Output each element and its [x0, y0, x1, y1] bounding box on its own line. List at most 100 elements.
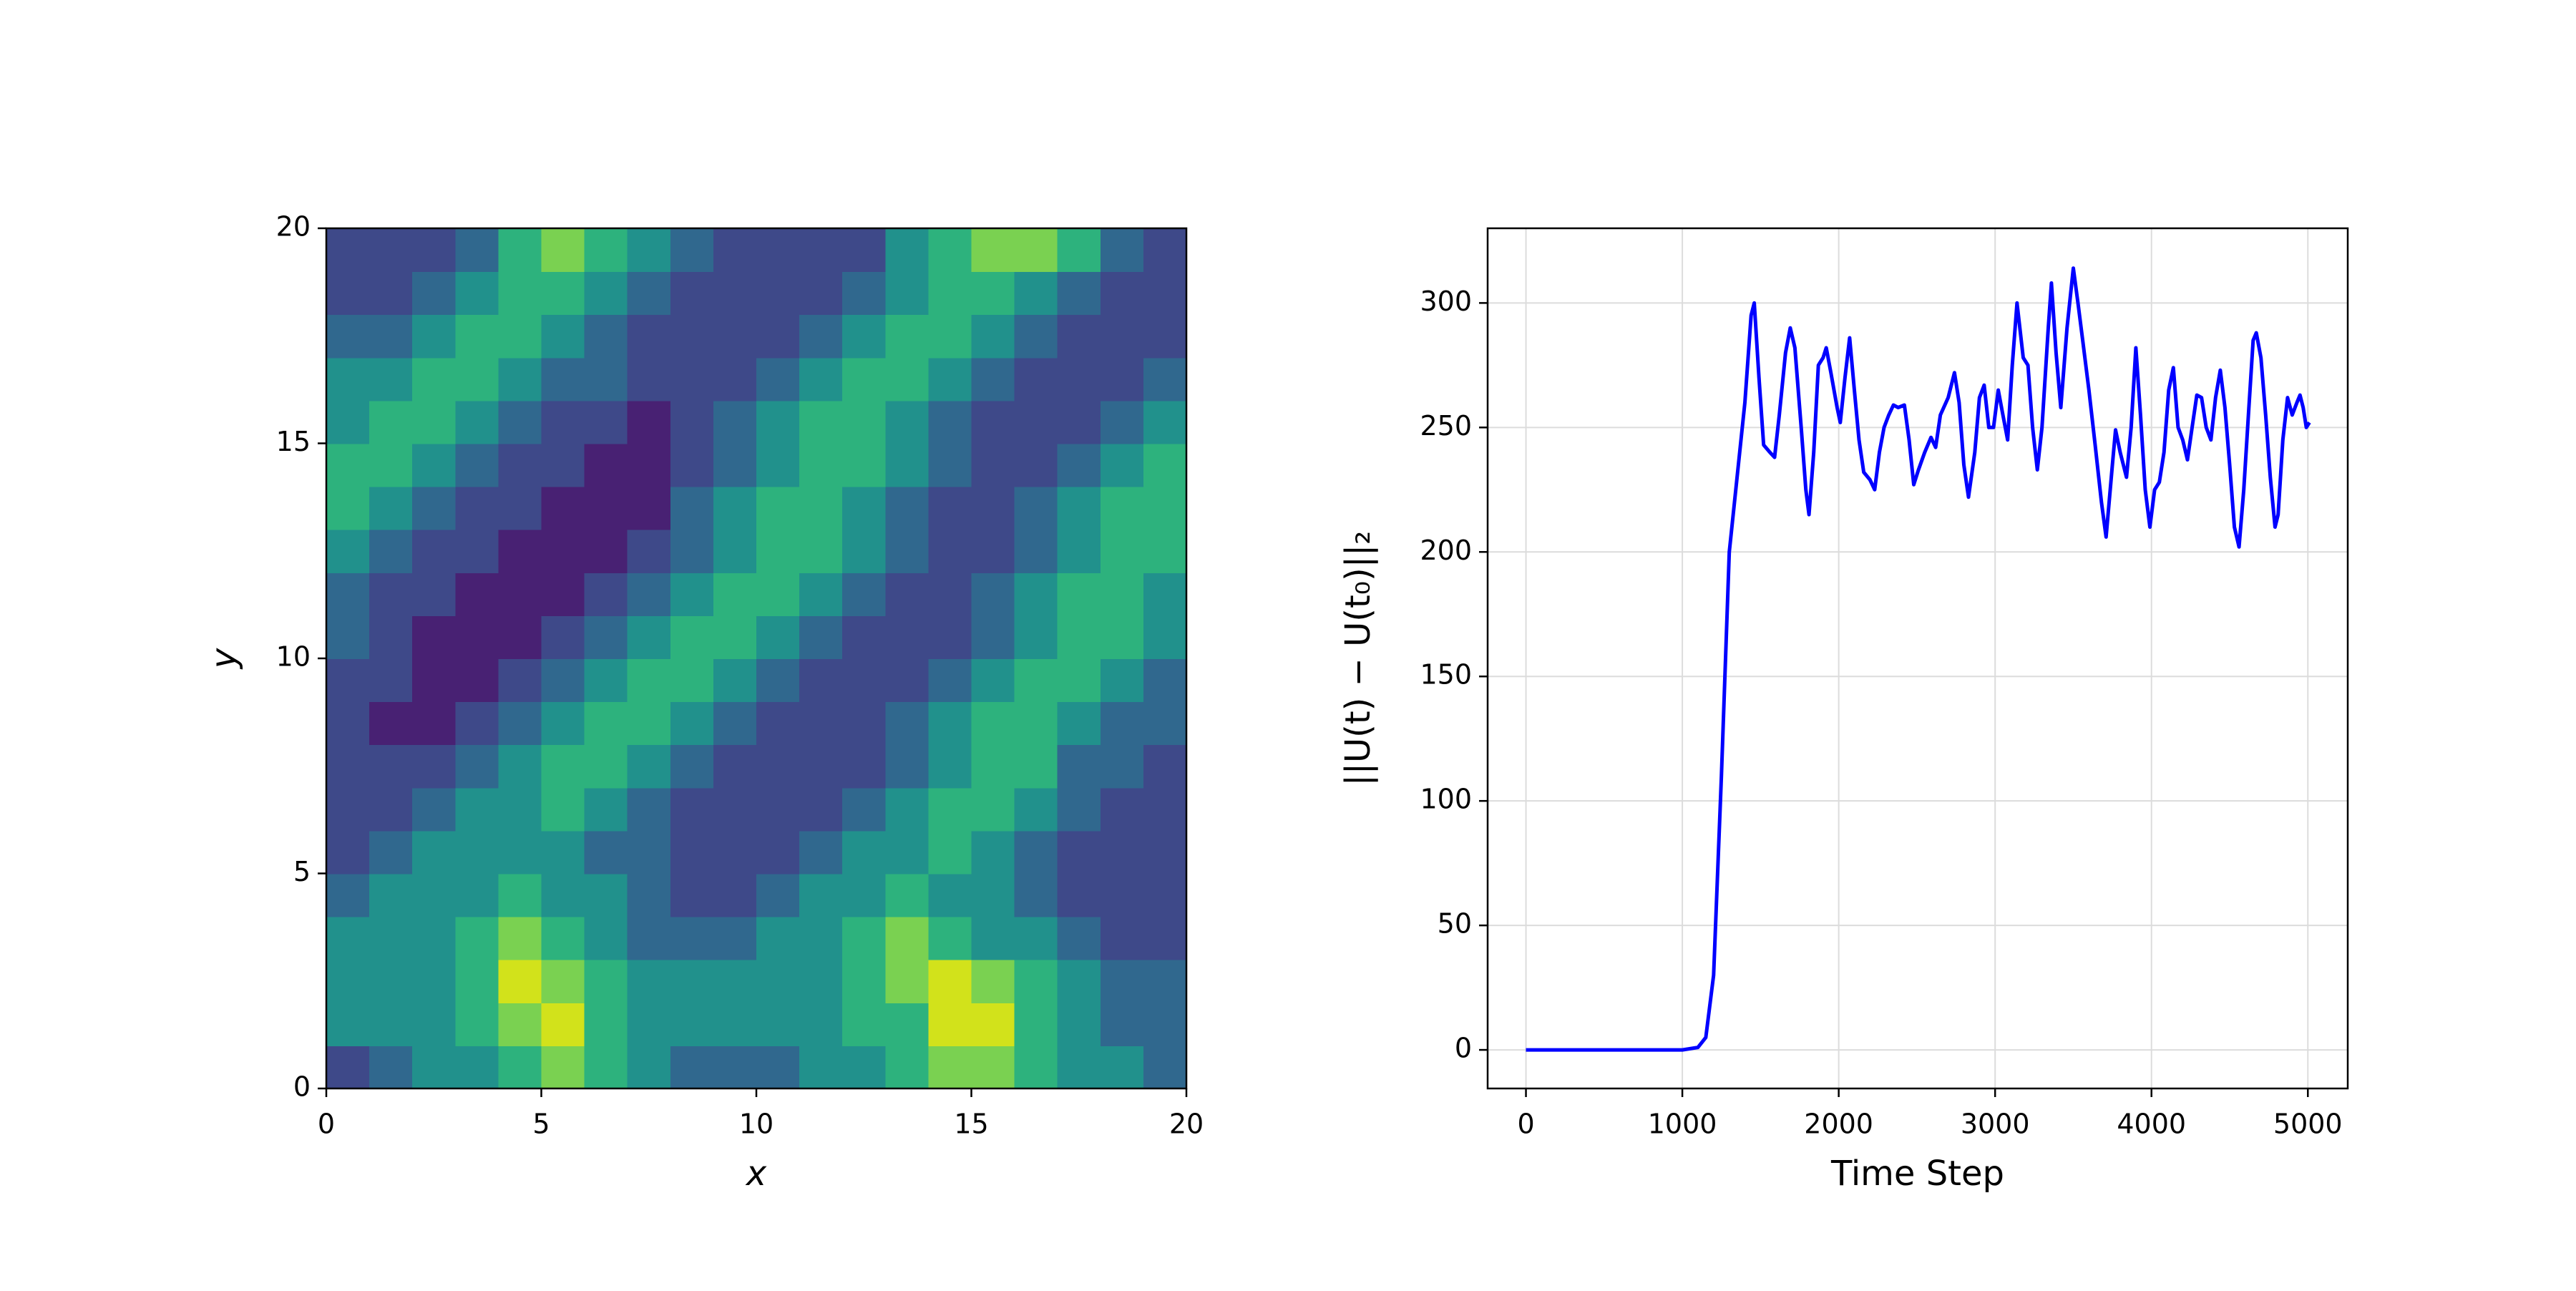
contour-cell: [412, 1002, 457, 1046]
contour-cell: [713, 959, 757, 1003]
contour-cell: [1057, 830, 1101, 875]
contour-cell: [756, 486, 801, 530]
contour-cell: [1100, 572, 1144, 616]
contour-cell: [670, 1002, 714, 1046]
contour-cell: [885, 959, 930, 1003]
contour-cell: [584, 357, 628, 401]
contour-cell: [1100, 400, 1144, 444]
y-tick-label: 0: [1455, 1033, 1472, 1064]
contour-cell: [1014, 572, 1058, 616]
contour-cell: [885, 701, 930, 746]
contour-cell: [369, 744, 414, 789]
contour-cell: [971, 916, 1015, 960]
contour-cell: [1014, 658, 1058, 703]
contour-cell: [455, 314, 499, 359]
contour-cell: [842, 658, 887, 703]
contour-cell: [369, 658, 414, 703]
contour-cell: [713, 615, 757, 659]
contour-cell: [842, 357, 887, 401]
contour-cell: [541, 615, 585, 659]
contour-cell: [1100, 443, 1144, 487]
contour-cell: [928, 400, 972, 444]
contour-cell: [799, 1002, 844, 1046]
y-tick-label: 0: [293, 1071, 311, 1103]
contour-cell: [1014, 271, 1058, 316]
contour-cell: [1057, 1045, 1101, 1089]
contour-cell: [756, 314, 801, 359]
contour-cell: [971, 787, 1015, 832]
contour-cell: [885, 228, 930, 273]
contour-cell: [670, 658, 714, 703]
contour-cell: [885, 787, 930, 832]
contour-cell: [885, 916, 930, 960]
contour-cell: [584, 228, 628, 273]
contour-cell: [713, 529, 757, 573]
contour-cell: [1143, 916, 1187, 960]
contour-cell: [928, 916, 972, 960]
contour-cell: [971, 486, 1015, 530]
contour-cell: [412, 1045, 457, 1089]
contour-cell: [1100, 701, 1144, 746]
contour-cell: [799, 357, 844, 401]
contour-cell: [326, 1002, 371, 1046]
contour-cell: [412, 615, 457, 659]
contour-cell: [627, 701, 671, 746]
contour-cell: [412, 357, 457, 401]
contour-cell: [412, 830, 457, 875]
x-tick-label: 1000: [1648, 1109, 1717, 1140]
contour-cell: [799, 916, 844, 960]
contour-cell: [1143, 400, 1187, 444]
contour-cell: [670, 615, 714, 659]
x-tick-label: 2000: [1804, 1109, 1873, 1140]
contour-cell: [627, 1045, 671, 1089]
contour-cell: [842, 830, 887, 875]
contour-cell: [584, 701, 628, 746]
contour-cell: [756, 701, 801, 746]
contour-cell: [756, 529, 801, 573]
contour-cell: [326, 873, 371, 917]
contour-cell: [713, 744, 757, 789]
contour-cell: [1100, 615, 1144, 659]
contour-cell: [842, 701, 887, 746]
contour-cell: [799, 830, 844, 875]
contour-cell: [584, 271, 628, 316]
contour-cell: [498, 357, 542, 401]
contour-cell: [412, 486, 457, 530]
contour-cell: [498, 443, 542, 487]
contour-cell: [1057, 400, 1101, 444]
x-tick-label: 15: [954, 1109, 988, 1140]
contour-cell: [971, 529, 1015, 573]
contour-cell: [369, 443, 414, 487]
contour-cell: [842, 400, 887, 444]
contour-cell: [1100, 1045, 1144, 1089]
contour-cell: [455, 529, 499, 573]
contour-cell: [885, 271, 930, 316]
y-tick-label: 20: [276, 211, 311, 243]
contour-cell: [670, 701, 714, 746]
contour-cell: [799, 873, 844, 917]
contour-cell: [928, 443, 972, 487]
contour-cell: [1100, 916, 1144, 960]
contour-cell: [713, 658, 757, 703]
contour-cell: [713, 228, 757, 273]
contour-cell: [756, 1002, 801, 1046]
contour-cell: [971, 744, 1015, 789]
contour-cell: [627, 873, 671, 917]
contour-cell: [326, 830, 371, 875]
contour-cell: [498, 486, 542, 530]
contour-cell: [584, 615, 628, 659]
contour-cell: [369, 572, 414, 616]
contour-cell: [1057, 486, 1101, 530]
contour-cell: [670, 959, 714, 1003]
contour-cell: [971, 314, 1015, 359]
contour-cell: [412, 271, 457, 316]
contour-cell: [1057, 916, 1101, 960]
contour-cell: [541, 701, 585, 746]
contour-cell: [541, 314, 585, 359]
contour-cell: [670, 400, 714, 444]
contour-cell: [1057, 959, 1101, 1003]
contour-cell: [455, 1045, 499, 1089]
contour-cell: [627, 787, 671, 832]
contour-cell: [799, 615, 844, 659]
